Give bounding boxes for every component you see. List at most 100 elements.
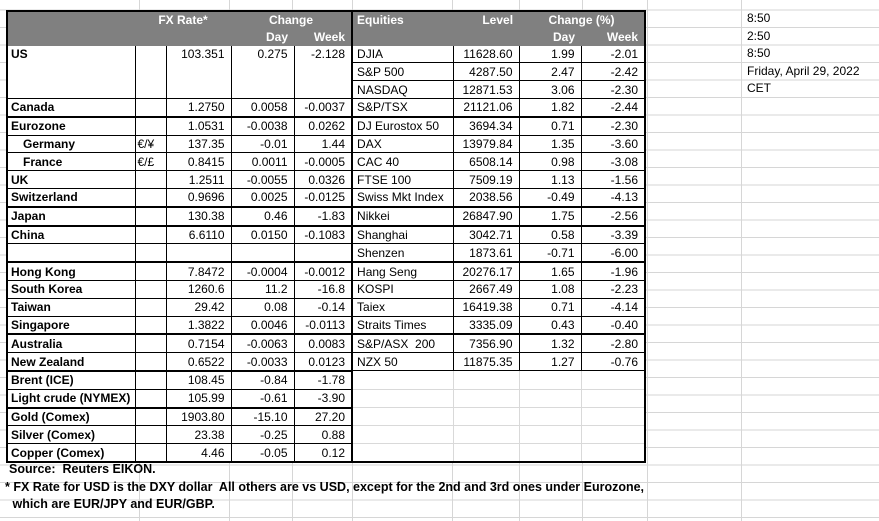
equity-name-cell[interactable]: S&P/ASX 200 bbox=[351, 333, 454, 354]
equity-day-change-cell[interactable] bbox=[518, 389, 582, 409]
fx-week-change-cell[interactable] bbox=[293, 80, 353, 99]
fx-country-cell[interactable]: US bbox=[11, 47, 28, 62]
equity-week-change-cell[interactable]: -4.13 bbox=[580, 188, 645, 208]
equity-day-change-cell[interactable]: 1.27 bbox=[518, 352, 582, 372]
fx-country-cell[interactable] bbox=[8, 63, 135, 81]
fx-rate-cell[interactable]: 108.45 bbox=[165, 369, 232, 390]
fx-country-cell[interactable]: Eurozone bbox=[8, 115, 135, 136]
fx-week-change-cell[interactable]: 0.88 bbox=[293, 425, 353, 445]
fx-rate-cell[interactable]: 130.38 bbox=[165, 205, 232, 227]
fx-day-change-cell[interactable]: -0.0038 bbox=[230, 115, 295, 136]
fx-rate-cell[interactable]: 1.0531 bbox=[165, 115, 232, 136]
timezone-cell[interactable]: CET bbox=[747, 81, 771, 95]
equity-day-change-cell[interactable] bbox=[518, 407, 582, 427]
fx-week-change-cell[interactable]: 0.0262 bbox=[293, 115, 353, 136]
fx-rate-cell[interactable]: 103.351 bbox=[165, 45, 232, 63]
equity-week-change-cell[interactable]: -2.56 bbox=[580, 205, 645, 227]
fx-symbol-cell[interactable] bbox=[134, 188, 166, 208]
header-blank-cell[interactable] bbox=[8, 28, 135, 46]
equity-day-change-cell[interactable]: 1.13 bbox=[518, 170, 582, 189]
fx-country-cell[interactable]: Germany bbox=[8, 135, 135, 154]
equity-level-cell[interactable]: 13979.84 bbox=[452, 135, 520, 154]
fx-rate-cell[interactable]: 6.6110 bbox=[165, 224, 232, 245]
fx-country-cell[interactable]: Hong Kong bbox=[8, 261, 135, 281]
fx-rate-cell[interactable]: 1.2750 bbox=[165, 98, 232, 118]
fx-day-change-cell[interactable]: 0.0046 bbox=[230, 316, 295, 335]
equity-level-cell[interactable]: 12871.53 bbox=[452, 80, 520, 99]
fx-day-change-cell[interactable]: -0.0063 bbox=[230, 333, 295, 354]
fx-rate-cell[interactable]: 23.38 bbox=[165, 425, 232, 445]
equity-week-change-cell[interactable] bbox=[580, 407, 645, 427]
eq-week-header-cell[interactable]: Week bbox=[581, 28, 645, 46]
fx-week-change-cell[interactable]: -16.8 bbox=[293, 280, 353, 299]
equity-name-cell[interactable]: Straits Times bbox=[351, 316, 454, 335]
date-cell[interactable]: Friday, April 29, 2022 bbox=[747, 63, 860, 78]
fx-week-change-cell[interactable]: -0.1083 bbox=[293, 224, 353, 245]
equity-name-cell[interactable] bbox=[351, 443, 454, 461]
fx-rate-cell[interactable] bbox=[165, 243, 232, 263]
equities-header-cell[interactable]: Equities bbox=[351, 12, 454, 29]
fx-symbol-cell[interactable] bbox=[134, 389, 166, 409]
equity-level-cell[interactable]: 2667.49 bbox=[452, 280, 520, 299]
fx-country-cell[interactable]: Brent (ICE) bbox=[8, 369, 135, 390]
equity-level-cell[interactable]: 26847.90 bbox=[452, 205, 520, 227]
fx-day-change-cell[interactable]: -0.25 bbox=[230, 425, 295, 445]
equity-day-change-cell[interactable]: 1.65 bbox=[518, 261, 582, 281]
fx-week-change-cell[interactable] bbox=[293, 62, 353, 81]
fx-symbol-cell[interactable] bbox=[134, 80, 166, 99]
equity-day-change-cell[interactable]: -0.49 bbox=[518, 188, 582, 208]
equity-level-cell[interactable] bbox=[452, 443, 520, 461]
fx-day-change-cell[interactable] bbox=[230, 62, 295, 81]
equity-level-cell[interactable]: 20276.17 bbox=[452, 261, 520, 281]
level-header-cell[interactable]: Level bbox=[453, 12, 520, 29]
fx-symbol-cell[interactable] bbox=[134, 205, 166, 227]
equity-name-cell[interactable] bbox=[351, 370, 454, 390]
equity-day-change-cell[interactable]: -0.71 bbox=[518, 243, 582, 263]
equity-level-cell[interactable]: 11875.35 bbox=[452, 352, 520, 372]
fx-week-change-cell[interactable]: -0.14 bbox=[293, 298, 353, 317]
equity-week-change-cell[interactable]: -3.08 bbox=[580, 152, 645, 172]
equity-name-cell[interactable]: DAX bbox=[351, 135, 454, 154]
fx-rate-cell[interactable]: 1.2511 bbox=[165, 170, 232, 189]
equity-week-change-cell[interactable] bbox=[580, 389, 645, 409]
equity-day-change-cell[interactable]: 1.35 bbox=[518, 135, 582, 154]
fx-rate-cell[interactable]: 1903.80 bbox=[165, 406, 232, 427]
fx-symbol-cell[interactable] bbox=[134, 406, 166, 427]
fx-week-change-cell[interactable]: 0.0123 bbox=[293, 352, 353, 372]
equity-level-cell[interactable] bbox=[452, 389, 520, 409]
equity-level-cell[interactable] bbox=[452, 407, 520, 427]
fx-symbol-cell[interactable] bbox=[134, 333, 166, 354]
equity-week-change-cell[interactable] bbox=[580, 425, 645, 445]
header-blank-cell[interactable] bbox=[453, 28, 520, 46]
fx-country-cell[interactable]: Australia bbox=[8, 333, 135, 354]
fx-rate-cell[interactable]: 29.42 bbox=[165, 298, 232, 317]
equity-name-cell[interactable]: Nikkei bbox=[351, 205, 454, 227]
equity-name-cell[interactable]: Shenzen bbox=[351, 243, 454, 263]
fx-day-change-cell[interactable]: 0.46 bbox=[230, 205, 295, 227]
equity-name-cell[interactable] bbox=[351, 389, 454, 409]
fx-symbol-cell[interactable] bbox=[134, 62, 166, 81]
fx-symbol-cell[interactable] bbox=[134, 352, 166, 372]
fx-country-cell[interactable]: New Zealand bbox=[8, 352, 135, 372]
fx-day-change-cell[interactable]: -0.61 bbox=[230, 389, 295, 409]
fx-symbol-cell[interactable] bbox=[134, 280, 166, 299]
fx-week-change-cell[interactable]: -2.128 bbox=[293, 45, 353, 63]
equity-week-change-cell[interactable]: -2.42 bbox=[580, 62, 645, 82]
equity-name-cell[interactable] bbox=[351, 407, 454, 427]
fx-symbol-cell[interactable] bbox=[134, 115, 166, 136]
fx-symbol-cell[interactable] bbox=[134, 224, 166, 245]
fx-symbol-cell[interactable] bbox=[134, 98, 166, 118]
equity-name-cell[interactable]: Swiss Mkt Index bbox=[351, 188, 454, 208]
fx-week-change-cell[interactable] bbox=[293, 243, 353, 263]
fx-day-change-cell[interactable]: -0.0033 bbox=[230, 352, 295, 372]
fx-day-change-cell[interactable]: -0.01 bbox=[230, 135, 295, 154]
equity-name-cell[interactable]: DJIA bbox=[351, 45, 454, 64]
header-blank-cell[interactable] bbox=[166, 28, 232, 46]
header-corner-cell[interactable] bbox=[8, 12, 135, 29]
equity-name-cell[interactable]: NASDAQ bbox=[351, 80, 454, 99]
equity-day-change-cell[interactable] bbox=[518, 425, 582, 445]
equity-name-cell[interactable] bbox=[351, 425, 454, 445]
equity-name-cell[interactable]: FTSE 100 bbox=[351, 170, 454, 189]
equity-name-cell[interactable]: DJ Eurostox 50 bbox=[351, 115, 454, 136]
equity-level-cell[interactable]: 7356.90 bbox=[452, 333, 520, 354]
